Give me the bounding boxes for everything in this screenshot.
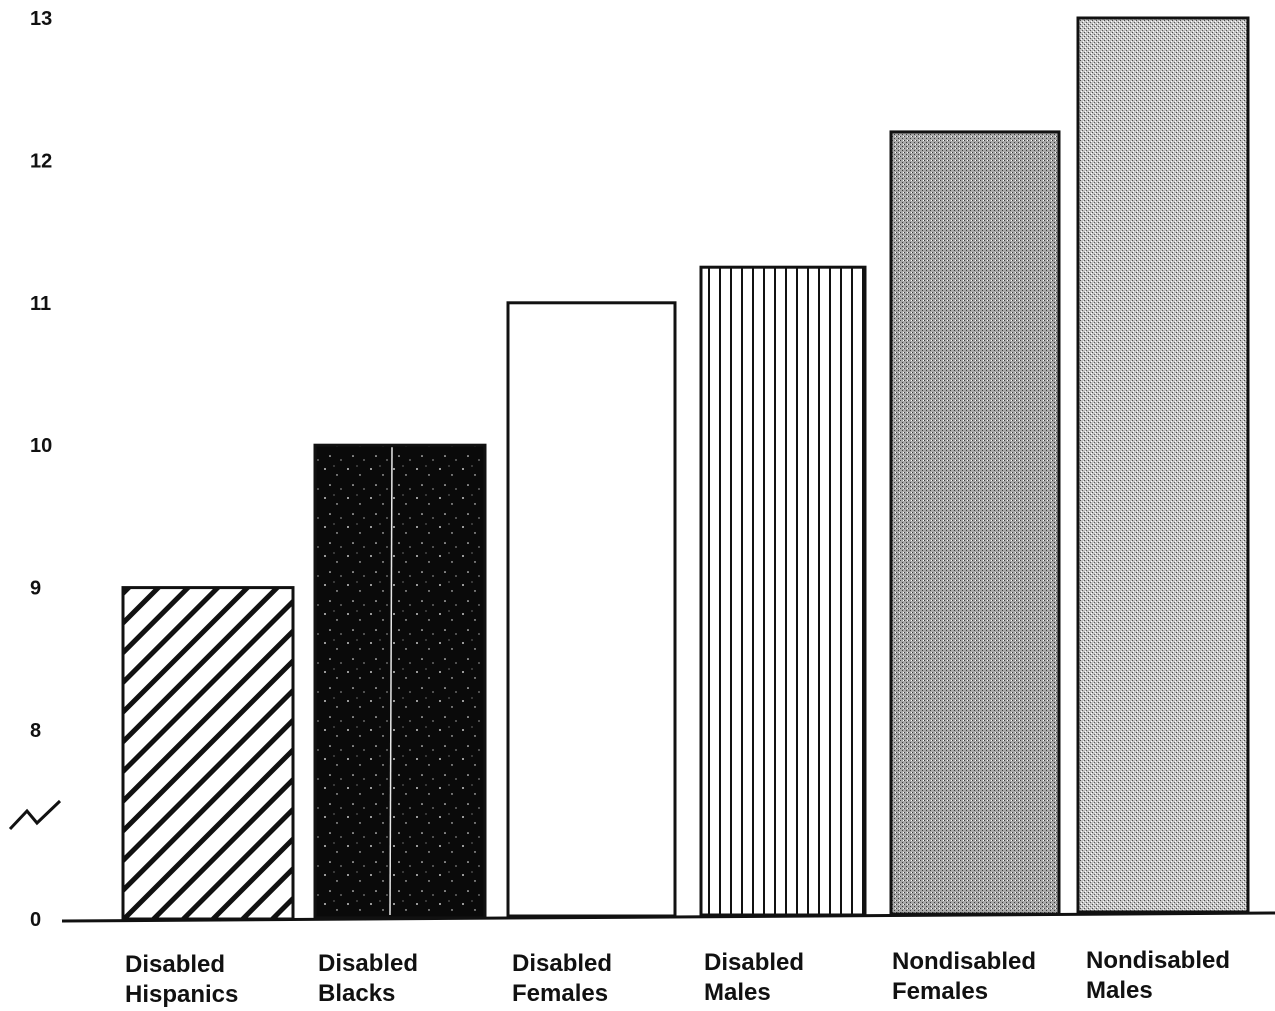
- category-label: Disabled: [704, 949, 804, 976]
- category-label: Disabled: [512, 950, 612, 977]
- bar: [1076, 16, 1250, 914]
- bar: [121, 586, 295, 921]
- y-tick-label: 11: [30, 293, 51, 315]
- category-label: Nondisabled: [1086, 947, 1230, 974]
- y-tick-label: 8: [30, 720, 41, 742]
- category-label: Females: [512, 980, 608, 1007]
- category-label: Disabled: [125, 951, 225, 978]
- y-tick-label: 13: [30, 8, 52, 30]
- bar-scratch: [389, 447, 393, 916]
- bar: [889, 130, 1061, 916]
- y-tick-label: 0: [30, 909, 41, 931]
- category-label: Males: [704, 979, 771, 1006]
- category-label: Blacks: [318, 980, 395, 1007]
- labels-layer: Disabled Hispanics Disabled Blacks Disabled F…: [125, 947, 1230, 1008]
- y-tick-label: 9: [30, 578, 41, 600]
- bar: [699, 265, 867, 917]
- category-label: Nondisabled: [892, 948, 1036, 975]
- category-label: Disabled: [318, 950, 418, 977]
- y-tick-label: 10: [30, 435, 52, 457]
- category-label: Females: [892, 978, 988, 1005]
- category-label: Hispanics: [125, 981, 238, 1008]
- y-tick-label: 12: [30, 150, 52, 172]
- bars-layer: [121, 16, 1250, 921]
- category-label: Males: [1086, 977, 1153, 1004]
- bar: [313, 443, 487, 920]
- y-axis-break-mark: [8, 799, 62, 831]
- bar: [506, 301, 677, 918]
